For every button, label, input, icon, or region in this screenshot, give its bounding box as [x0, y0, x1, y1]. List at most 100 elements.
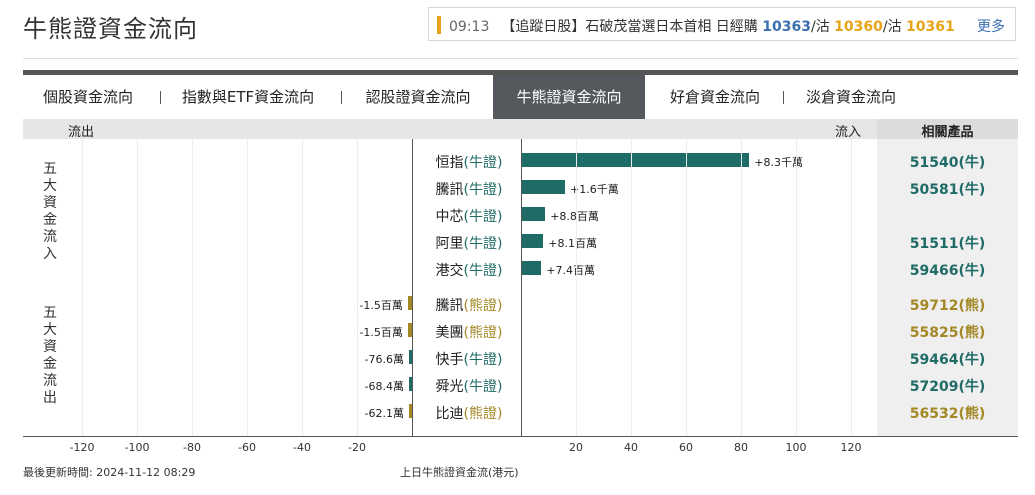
tab-long-flow[interactable]: 好倉資金流向	[669, 88, 760, 106]
flow-value-label: -76.6萬	[364, 353, 404, 366]
underlying-name: 中芯	[435, 209, 464, 225]
underlying-name: 快手	[435, 352, 464, 368]
row-name[interactable]: 騰訊(牛證)	[414, 179, 524, 199]
grid-line	[302, 139, 303, 436]
flow-bar	[409, 350, 412, 364]
ticker-value-1: 10363	[762, 19, 811, 35]
grid-line	[741, 139, 742, 436]
related-header-bg: 相關產品	[877, 119, 1018, 140]
related-product-link[interactable]: 55825(熊)	[909, 325, 986, 341]
flow-value-label: +8.3千萬	[754, 156, 803, 169]
inflow-category: 五大資金流入	[43, 161, 57, 262]
underlying-name: 恒指	[435, 155, 464, 171]
tab-separator	[783, 91, 784, 104]
x-tick-label: -80	[183, 441, 201, 454]
related-product-link[interactable]: 50581(牛)	[909, 182, 986, 198]
row-name[interactable]: 中芯(牛證)	[414, 206, 524, 226]
column-header: 流出 流入 相關產品	[23, 119, 1018, 140]
grid-line	[576, 139, 577, 436]
underlying-name: 比迪	[435, 406, 464, 422]
x-tick-label: -20	[348, 441, 366, 454]
related-product-link[interactable]: 59466(牛)	[909, 263, 986, 279]
cbbc-kind: (熊證)	[463, 406, 503, 422]
flow-table: 五大資金流入 五大資金流出 恒指(牛證) +8.3千萬 51540(牛) 騰訊(牛證)…	[23, 139, 1018, 437]
related-product-link[interactable]: 59464(牛)	[909, 352, 986, 368]
ticker-value-2: 10360	[834, 19, 883, 35]
more-link[interactable]: 更多	[977, 19, 1005, 35]
tab-separator	[160, 91, 161, 104]
x-tick-label: 100	[785, 441, 807, 454]
ticker-text[interactable]: 09:13 【追蹤日股】石破茂當選日本首相 日經購 10363/沽 10360/沽…	[449, 16, 955, 36]
tab-separator	[341, 91, 342, 104]
cbbc-kind: (牛證)	[463, 182, 503, 198]
axis-line	[521, 139, 522, 436]
cbbc-kind: (牛證)	[463, 379, 503, 395]
cbbc-kind: (牛證)	[463, 155, 503, 171]
news-ticker[interactable]: 09:13 【追蹤日股】石破茂當選日本首相 日經購 10363/沽 10360/沽…	[428, 7, 1016, 41]
underlying-name: 阿里	[435, 236, 464, 252]
tab-short-flow[interactable]: 淡倉資金流向	[805, 88, 896, 106]
tabs-top-bar	[23, 70, 1018, 75]
cbbc-kind: (牛證)	[463, 352, 503, 368]
flow-bar	[521, 261, 542, 275]
x-tick-label: 80	[734, 441, 748, 454]
related-product-link[interactable]: 56532(熊)	[909, 406, 986, 422]
flow-value-label: +8.8百萬	[550, 210, 599, 223]
x-tick-label: -40	[293, 441, 311, 454]
related-panel	[877, 139, 1018, 436]
flow-value-label: +8.1百萬	[548, 237, 597, 250]
flow-bar	[407, 296, 412, 310]
ticker-value-3: 10361	[906, 19, 955, 35]
flow-bar	[521, 207, 546, 221]
ticker-headline: 【追蹤日股】石破茂當選日本首相 日經購	[501, 19, 763, 35]
row-name[interactable]: 比迪(熊證)	[414, 403, 524, 423]
x-tick-label: 20	[569, 441, 583, 454]
x-tick-label: -60	[238, 441, 256, 454]
grid-line	[686, 139, 687, 436]
cbbc-kind: (熊證)	[463, 325, 503, 341]
page-title: 牛熊證資金流向	[23, 15, 198, 43]
row-name[interactable]: 舜光(牛證)	[414, 376, 524, 396]
flow-bar	[521, 153, 750, 167]
related-product-link[interactable]: 59712(熊)	[909, 298, 986, 314]
row-name[interactable]: 快手(牛證)	[414, 349, 524, 369]
underlying-name: 舜光	[435, 379, 464, 395]
cbbc-kind: (牛證)	[463, 209, 503, 225]
flow-bar	[409, 404, 412, 418]
underlying-name: 騰訊	[435, 182, 464, 198]
tab-stock-flow[interactable]: 個股資金流向	[42, 88, 133, 106]
row-name[interactable]: 恒指(牛證)	[414, 152, 524, 172]
flow-value-label: -68.4萬	[364, 380, 404, 393]
tab-bar: 個股資金流向 指數與ETF資金流向 認股證資金流向 牛熊證資金流向 好倉資金流向…	[23, 75, 1018, 119]
axis-unit-label: 上日牛熊證資金流(港元)	[400, 466, 519, 479]
row-name[interactable]: 騰訊(熊證)	[414, 295, 524, 315]
flow-value-label: +7.4百萬	[546, 264, 596, 277]
ticker-accent	[437, 16, 441, 34]
row-name[interactable]: 阿里(牛證)	[414, 233, 524, 253]
flow-value-label: -1.5百萬	[359, 326, 403, 339]
related-product-link[interactable]: 51511(牛)	[909, 236, 986, 252]
inflow-header: 流入	[835, 125, 862, 140]
flow-value-label: +1.6千萬	[570, 183, 619, 196]
related-product-link[interactable]: 57209(牛)	[909, 379, 986, 395]
grid-line	[82, 139, 83, 436]
flow-value-label: -62.1萬	[364, 407, 404, 420]
row-name[interactable]: 美團(熊證)	[414, 322, 524, 342]
row-name[interactable]: 港交(牛證)	[414, 260, 524, 280]
tab-index-etf-flow[interactable]: 指數與ETF資金流向	[181, 88, 315, 106]
tab-cbbc-flow[interactable]: 牛熊證資金流向	[493, 75, 645, 119]
x-tick-label: -120	[69, 441, 95, 454]
last-updated: 最後更新時間: 2024-11-12 08:29	[23, 466, 196, 479]
grid-line	[796, 139, 797, 436]
flow-bar	[521, 234, 544, 248]
flow-bar	[409, 377, 412, 391]
grid-line	[631, 139, 632, 436]
tab-warrant-flow[interactable]: 認股證資金流向	[365, 88, 471, 106]
flow-bar	[521, 180, 565, 194]
related-header: 相關產品	[921, 125, 974, 140]
related-product-link[interactable]: 51540(牛)	[909, 155, 986, 171]
grid-line	[357, 139, 358, 436]
grid-line	[247, 139, 248, 436]
underlying-name: 美團	[435, 325, 464, 341]
divider	[23, 58, 1018, 59]
